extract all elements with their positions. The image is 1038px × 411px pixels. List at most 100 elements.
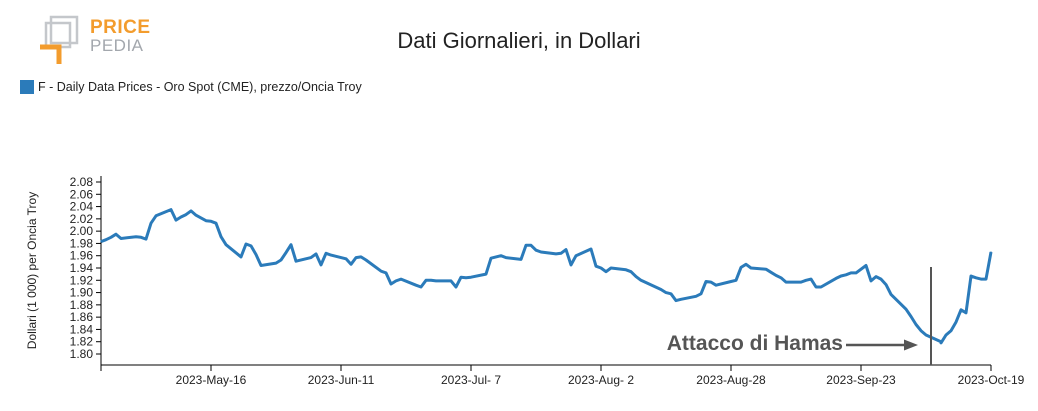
data-point [765,268,767,270]
series-line [100,208,993,345]
data-point [115,233,117,235]
data-point [805,279,807,281]
data-point [635,276,637,278]
data-point [490,257,492,259]
data-point [925,334,927,336]
data-point [780,277,782,279]
data-point [460,276,462,278]
y-tick-label: 1.80 [70,347,94,361]
data-point [950,330,952,332]
series-layer [100,208,993,345]
y-tick-label: 2.00 [70,224,94,238]
data-point [840,275,842,277]
data-point [170,209,172,211]
data-point [820,286,822,288]
data-point [240,256,242,258]
data-point [560,252,562,254]
data-point [260,264,262,267]
data-point [455,286,457,288]
data-point [295,260,297,262]
x-tick-label: 2023-Aug-28 [696,373,766,387]
data-point [715,284,717,286]
data-point [530,244,532,246]
data-point [955,321,957,323]
data-point [310,257,312,259]
data-point [345,258,347,260]
data-point [680,298,682,300]
data-point [415,284,417,286]
logo-text-price: PRICE [90,17,151,38]
data-point [600,267,602,269]
data-point [750,267,752,269]
data-point [330,254,332,256]
data-point [255,253,257,256]
pricepedia-logo: PRICE PEDIA [36,14,156,68]
logo-text-pedia: PEDIA [90,36,144,55]
y-tick-label: 1.92 [70,273,94,287]
y-tick-label: 2.02 [70,212,94,226]
data-point [430,279,432,281]
data-point [675,300,677,302]
data-point [745,263,747,265]
data-point [465,277,467,279]
data-point [180,216,182,218]
y-tick-label: 1.94 [70,261,94,275]
data-point [420,286,422,288]
data-point [500,255,502,257]
data-point [660,288,662,291]
data-point [940,342,942,344]
data-point [700,293,702,295]
data-point [850,272,852,274]
data-point [450,280,452,282]
data-point [205,220,207,222]
data-point [605,271,607,273]
data-point [400,278,402,280]
data-point [665,292,667,294]
data-point [290,244,292,246]
y-tick-label: 2.04 [70,200,94,214]
data-point [325,252,327,254]
data-point [105,239,107,241]
data-point [590,248,592,250]
data-point [880,278,882,280]
data-point [350,263,352,265]
data-point [575,255,577,257]
data-point [870,280,872,282]
data-point [855,272,857,274]
data-point [625,269,627,271]
data-point [495,256,497,258]
y-tick-label: 1.98 [70,236,94,250]
y-tick-label: 1.88 [70,298,94,312]
data-point [190,210,192,212]
x-tick-label: 2023-May-16 [176,373,247,387]
data-point [320,264,322,266]
y-tick-label: 2.08 [70,175,94,189]
data-point [285,252,287,254]
data-point [185,214,187,216]
data-point [610,267,612,269]
data-point [695,295,697,297]
data-point [175,219,177,221]
data-point [150,222,152,224]
data-point [140,236,142,238]
legend[interactable]: F - Daily Data Prices - Oro Spot (CME), … [20,79,362,95]
data-point [735,279,737,281]
data-point [775,274,777,276]
data-point [940,341,942,343]
data-point [965,312,967,314]
data-point [100,241,102,243]
y-tick-label: 1.90 [70,286,94,300]
y-axis-label: Dollari (1 000) per Oncia Troy [25,192,39,349]
x-tick-label: 2023-Jul- 7 [441,373,501,387]
data-point [250,245,252,247]
data-point [215,222,217,224]
data-point [145,238,147,240]
data-point [275,262,277,264]
data-point [245,243,247,245]
y-tick-label: 1.84 [70,322,94,336]
y-tick-label: 2.06 [70,187,94,201]
y-tick-label: 1.86 [70,310,94,324]
annotation-label: Attacco di Hamas [667,332,843,355]
data-point [395,280,397,282]
data-point [210,220,212,222]
